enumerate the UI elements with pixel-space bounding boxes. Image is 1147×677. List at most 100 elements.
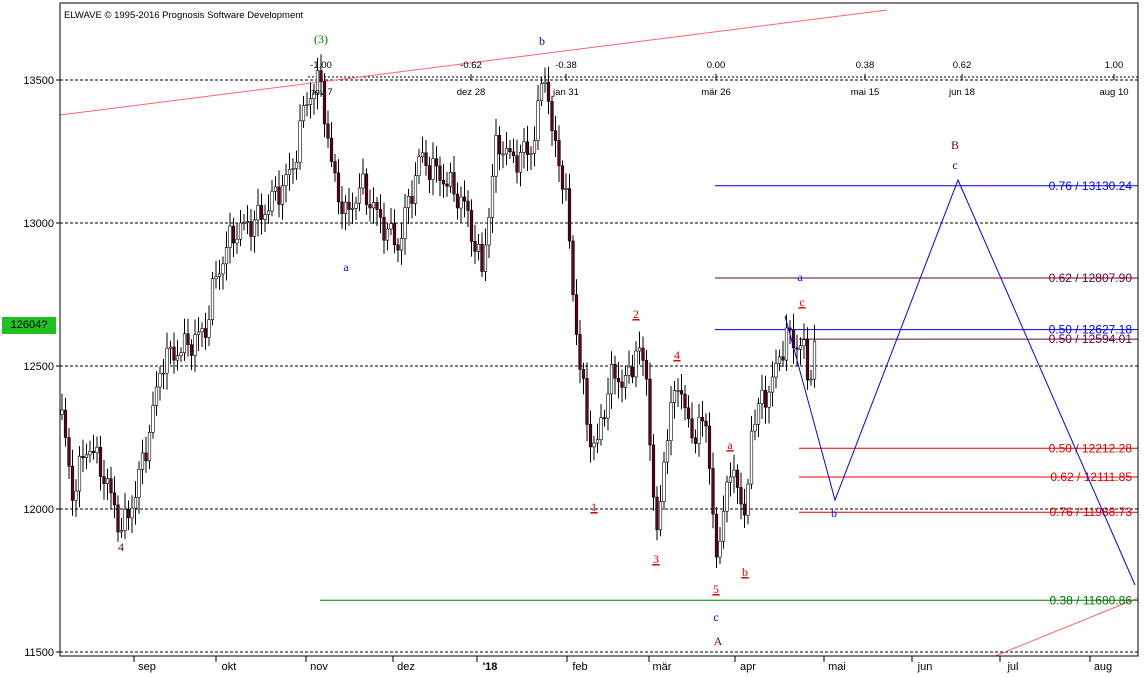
candle-body [669,402,673,442]
candle-body [186,333,190,345]
candle [389,207,393,236]
candle-body [81,455,85,458]
candle-body [557,140,561,167]
candle [648,362,652,461]
candle [81,439,85,473]
candle [812,324,817,388]
candle [613,355,617,395]
candle-body [350,207,355,210]
candle [256,188,260,237]
candle [749,415,754,490]
candle [431,142,435,196]
candle [287,152,292,191]
y-tick-label: 12500 [23,361,54,373]
candle [802,323,806,360]
candle [63,397,68,447]
candle [95,436,99,464]
candle [452,155,456,202]
candle-body [564,188,568,190]
candle-body [417,156,421,176]
x-month-label: feb [572,661,587,673]
candle-body [270,190,274,212]
candle-body [571,240,575,296]
candle-body [662,461,666,502]
candle-body [357,187,362,204]
candle [273,176,278,201]
candle [511,138,516,164]
candle [662,451,666,510]
candle-body [364,173,369,205]
candle [200,322,204,347]
candle [301,95,306,128]
candle-body [536,100,540,141]
candle [557,125,561,183]
trend-lines [59,9,1139,657]
candle-body [707,425,712,469]
wave-label: a [797,270,803,284]
candle-body [123,508,127,531]
candle-body [424,152,428,166]
candle [119,518,124,538]
candle [319,54,323,97]
candle-body [546,81,551,102]
candle [165,332,169,390]
candle [326,110,330,148]
candle-body [539,83,544,102]
candle-body [805,339,810,381]
candle [270,179,274,217]
candle [417,148,421,185]
candle-body [812,340,817,380]
candle-body [504,148,509,155]
candle-body [690,418,694,439]
candle [406,188,411,225]
candle [620,369,624,403]
candle [224,231,229,281]
price-gridlines [60,74,1138,653]
candle-body [767,391,771,408]
candle-body [98,446,103,477]
candle-body [452,172,456,195]
candle [536,85,540,151]
candle-body [308,98,313,105]
candle-body [798,345,803,350]
candle-body [511,151,516,157]
candle [581,362,586,395]
candle [459,186,463,223]
candle [91,434,96,460]
candle [508,140,512,159]
candle-body [210,278,215,320]
candle [385,222,390,251]
candle-body [245,221,250,223]
candle-body [74,490,78,501]
candle [189,339,194,371]
candle [77,446,82,508]
candle [805,327,810,390]
wave-label: b [742,565,748,579]
candle-body [109,478,113,494]
time-ratio-date: mär 26 [701,87,731,98]
candle-body [221,263,225,275]
candle [497,126,502,171]
candle-body [147,432,152,462]
candle-body [620,381,624,388]
candle [207,305,211,347]
candle [718,527,722,565]
candle [634,341,638,388]
candle [109,466,113,509]
candle-body [329,137,334,162]
candle-body [280,185,285,205]
candle [291,158,295,184]
candle-body [641,347,645,361]
fib-level-label: 0.62 / 12111.85 [1050,470,1132,484]
candle [651,434,656,511]
candle-body [403,207,407,239]
candle [791,313,796,364]
candle [623,366,628,400]
candle-body [809,378,813,381]
candle [781,340,785,368]
candle-body [238,222,243,240]
candle-body [60,409,64,415]
candle-body [217,273,222,277]
candle-body [438,165,442,181]
